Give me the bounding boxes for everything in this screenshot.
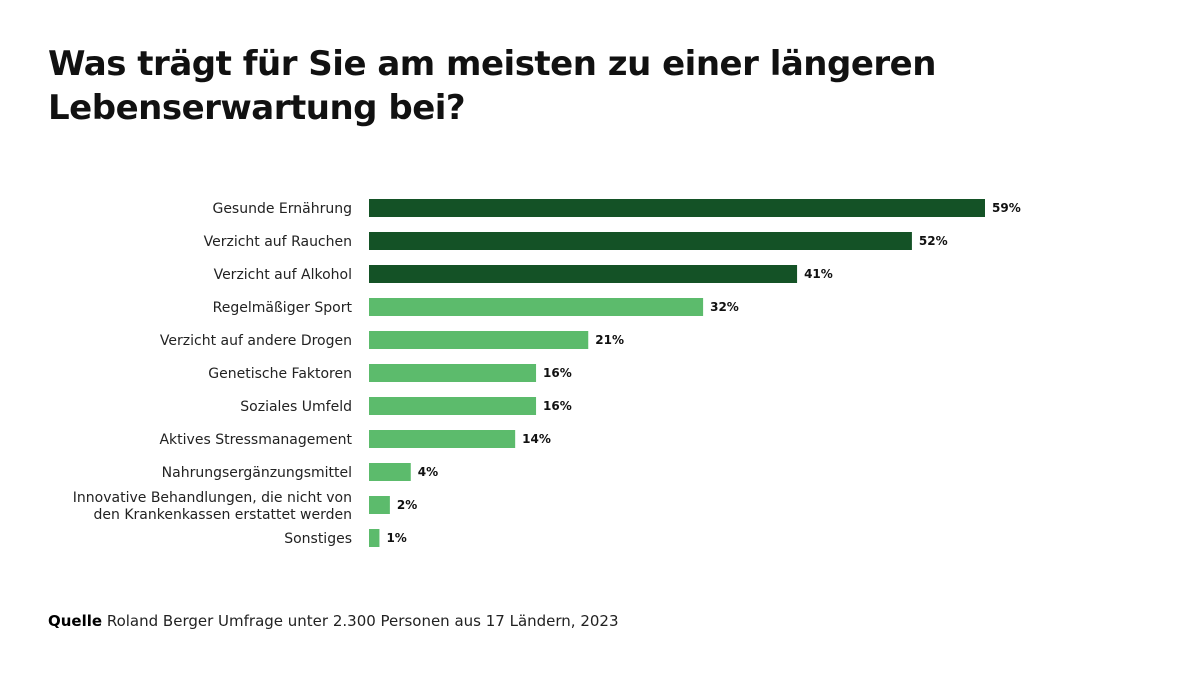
bar bbox=[369, 397, 537, 415]
value-label: 59% bbox=[992, 201, 1021, 215]
value-label: 32% bbox=[710, 300, 739, 314]
value-label: 2% bbox=[397, 498, 417, 512]
bar bbox=[369, 232, 912, 250]
category-label: Verzicht auf Alkohol bbox=[214, 267, 352, 283]
category-label: Regelmäßiger Sport bbox=[213, 300, 353, 316]
value-label: 1% bbox=[386, 531, 406, 545]
value-label: 41% bbox=[804, 267, 833, 281]
source-text: Roland Berger Umfrage unter 2.300 Person… bbox=[106, 612, 619, 630]
category-label: Gesunde Ernährung bbox=[212, 201, 352, 217]
category-label: Innovative Behandlungen, die nicht von de… bbox=[73, 490, 352, 523]
category-label: Verzicht auf andere Drogen bbox=[160, 333, 352, 349]
bar bbox=[369, 364, 537, 382]
value-label: 14% bbox=[522, 432, 551, 446]
value-label: 4% bbox=[418, 465, 438, 479]
bar bbox=[369, 529, 380, 547]
category-label: Genetische Faktoren bbox=[208, 366, 352, 382]
chart-title: Was trägt für Sie am meisten zu einer lä… bbox=[48, 44, 936, 128]
bar bbox=[369, 331, 589, 349]
category-label: Nahrungsergänzungsmittel bbox=[162, 465, 352, 481]
value-label: 16% bbox=[543, 366, 572, 380]
bar bbox=[369, 430, 516, 448]
value-label: 52% bbox=[919, 234, 948, 248]
source-label: Quelle bbox=[48, 612, 103, 630]
bar bbox=[369, 496, 390, 514]
value-label: 16% bbox=[543, 399, 572, 413]
category-label: Aktives Stressmanagement bbox=[159, 432, 352, 448]
category-label: Verzicht auf Rauchen bbox=[204, 234, 352, 250]
bar bbox=[369, 463, 411, 481]
value-label: 21% bbox=[595, 333, 624, 347]
bar bbox=[369, 265, 798, 283]
bar bbox=[369, 199, 985, 217]
bar bbox=[369, 298, 704, 316]
category-label: Soziales Umfeld bbox=[240, 399, 352, 415]
source-note: Quelle Roland Berger Umfrage unter 2.300… bbox=[48, 612, 619, 630]
category-label: Sonstiges bbox=[284, 531, 352, 547]
